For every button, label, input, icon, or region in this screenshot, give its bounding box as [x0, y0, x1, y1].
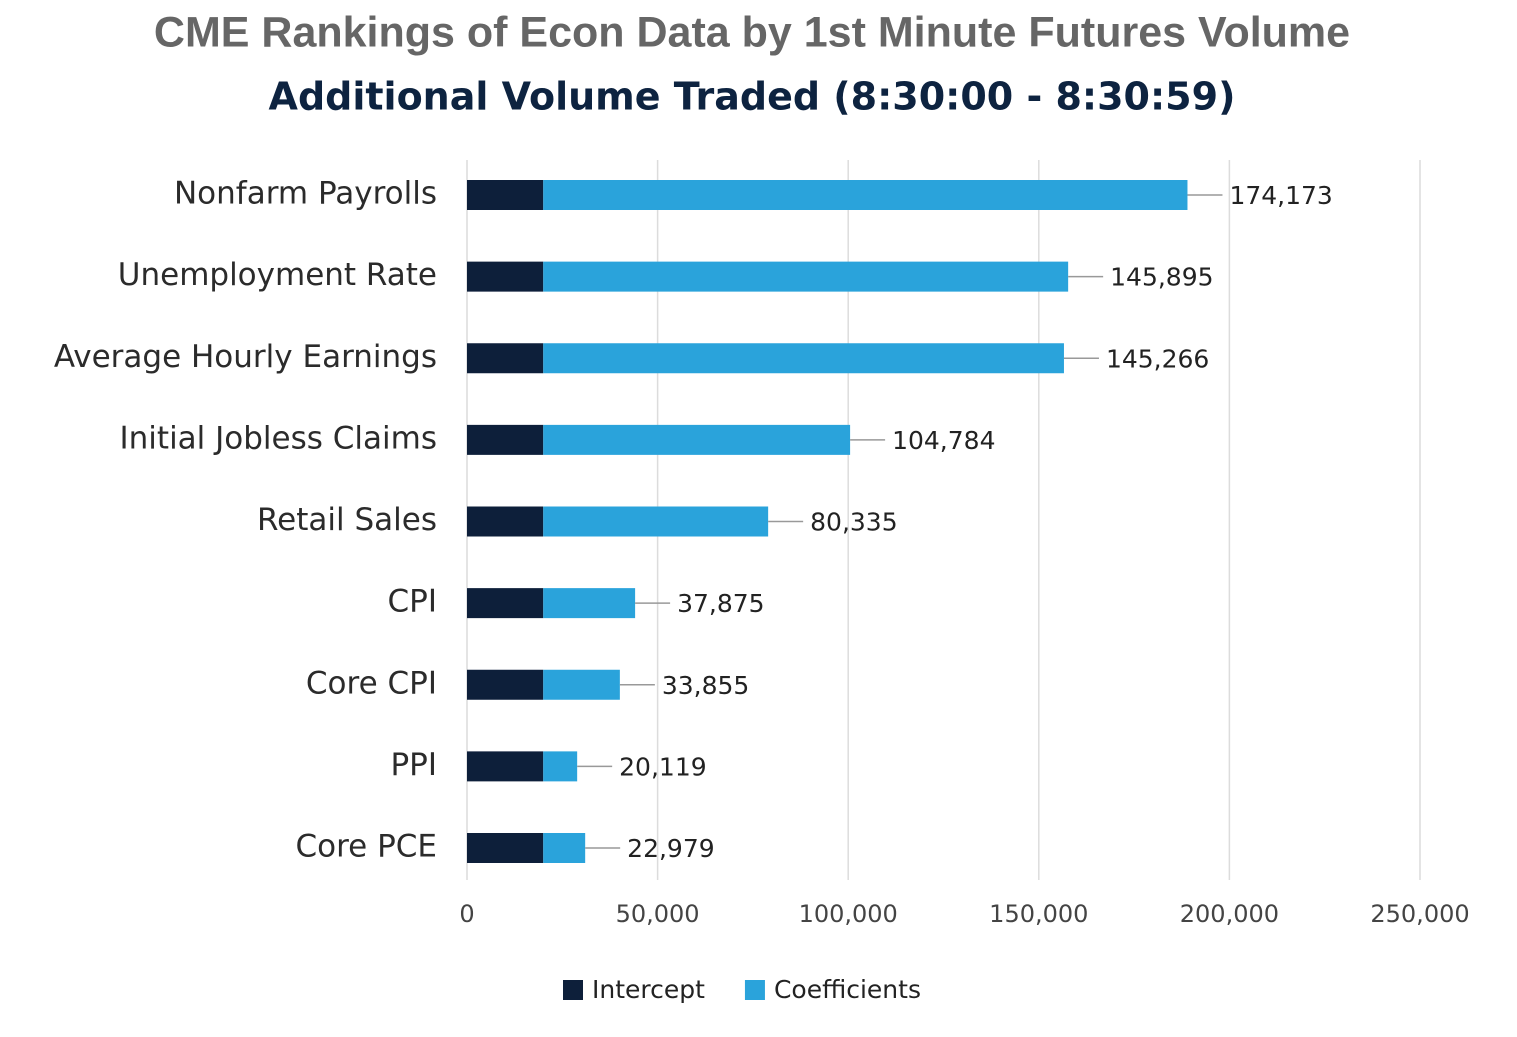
x-tick-label: 150,000 — [989, 900, 1088, 928]
bar-segment — [543, 833, 586, 863]
bar-segment — [543, 669, 620, 700]
data-label: 104,784 — [892, 426, 995, 455]
chart-subtitle: Additional Volume Traded (8:30:00 - 8:30… — [269, 75, 1236, 119]
data-label: 80,335 — [810, 508, 897, 537]
legend-swatch — [563, 980, 583, 1000]
x-tick-label: 250,000 — [1370, 900, 1469, 928]
bar-segment — [467, 506, 544, 537]
y-tick-label: Nonfarm Payrolls — [174, 176, 437, 212]
y-tick-label: PPI — [390, 747, 437, 783]
bar-segment — [467, 424, 544, 455]
data-label: 22,979 — [627, 834, 714, 863]
data-label: 174,173 — [1229, 181, 1332, 210]
bar-segment — [467, 751, 544, 782]
bar-segment — [467, 588, 544, 619]
bar-segment — [543, 424, 851, 455]
y-tick-label: Core PCE — [295, 829, 437, 865]
y-tick-label: CPI — [388, 584, 437, 620]
y-tick-label: Unemployment Rate — [118, 257, 437, 293]
bar-segment — [467, 343, 544, 374]
bar-segment — [467, 261, 544, 292]
bar-segment — [543, 180, 1188, 210]
data-label: 145,266 — [1106, 344, 1209, 373]
data-label: 37,875 — [677, 589, 764, 618]
bar-segment — [467, 180, 544, 210]
bar-segment — [543, 343, 1064, 374]
legend-swatch — [744, 980, 765, 1000]
x-tick-label: 0 — [459, 900, 474, 928]
y-tick-label: Core CPI — [306, 665, 437, 701]
x-tick-label: 50,000 — [616, 900, 700, 928]
data-label: 33,855 — [662, 671, 749, 700]
x-tick-label: 200,000 — [1180, 900, 1279, 928]
bar-segment — [543, 751, 578, 782]
bar-segment — [467, 669, 544, 700]
bar-segment — [543, 506, 769, 537]
data-label: 145,895 — [1110, 263, 1213, 292]
bar-segment — [467, 833, 544, 863]
legend-label: Intercept — [592, 975, 705, 1004]
legend-label: Coefficients — [774, 975, 921, 1004]
y-tick-label: Retail Sales — [257, 502, 437, 538]
bar-segment — [543, 588, 636, 619]
chart-title: CME Rankings of Econ Data by 1st Minute … — [154, 8, 1350, 56]
y-tick-label: Initial Jobless Claims — [120, 420, 437, 456]
data-label: 20,119 — [619, 752, 706, 781]
y-tick-label: Average Hourly Earnings — [54, 339, 437, 375]
bar-segment — [543, 261, 1069, 292]
x-tick-label: 100,000 — [799, 900, 898, 928]
